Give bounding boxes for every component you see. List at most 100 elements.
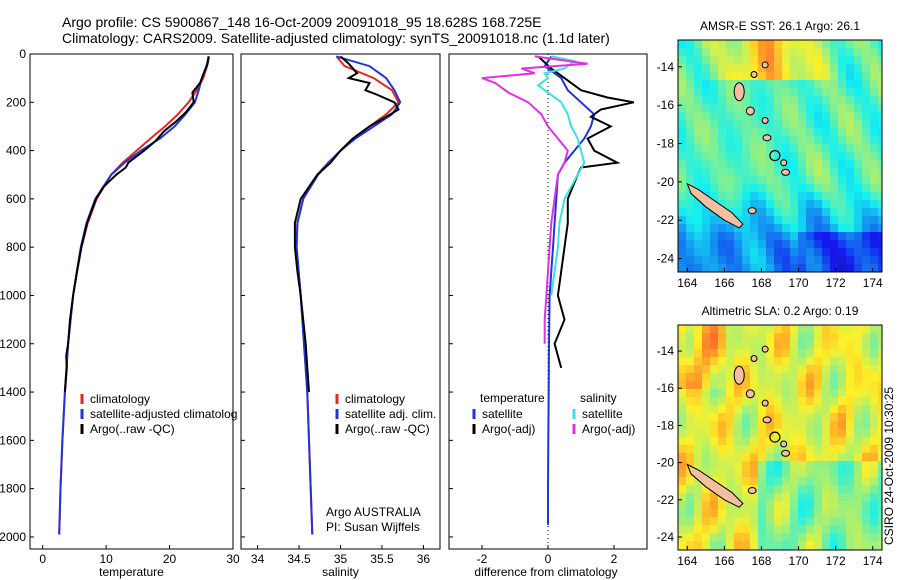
- map-cell: [830, 413, 838, 421]
- map-cell: [878, 405, 882, 413]
- map-cell: [798, 325, 806, 333]
- map-cell: [766, 40, 774, 48]
- map-cell: [718, 397, 726, 405]
- map-cell: [710, 509, 718, 517]
- map-cell: [830, 509, 838, 517]
- map-cell: [718, 184, 726, 192]
- map-y-tick-label: -16: [657, 381, 675, 395]
- map-cell: [774, 365, 782, 373]
- map-cell: [766, 437, 774, 445]
- map-cell: [822, 112, 830, 120]
- map-cell: [694, 325, 702, 333]
- map-cell: [686, 381, 694, 389]
- map-cell: [774, 216, 782, 224]
- map-cell: [710, 56, 718, 64]
- map-y-tick-label: -24: [657, 530, 675, 544]
- map-cell: [878, 72, 882, 80]
- map-cell: [758, 136, 766, 144]
- map-cell: [750, 501, 758, 509]
- map-cell: [750, 56, 758, 64]
- map-cell: [806, 445, 814, 453]
- legend-label: Argo(..raw -QC): [90, 422, 175, 436]
- map-cell: [806, 541, 814, 549]
- map-cell: [806, 256, 814, 264]
- map-cell: [822, 477, 830, 485]
- x-tick-label: 2: [611, 552, 618, 566]
- map-cell: [862, 469, 870, 477]
- map-cell: [854, 533, 862, 541]
- map-cell: [798, 96, 806, 104]
- legend-label: satellite: [582, 407, 623, 421]
- map-cell: [718, 152, 726, 160]
- map-cell: [798, 88, 806, 96]
- map-cell: [774, 357, 782, 365]
- map-cell: [862, 533, 870, 541]
- map-cell: [710, 184, 718, 192]
- series-line: [63, 56, 210, 393]
- map-cell: [758, 248, 766, 256]
- map-cell: [694, 493, 702, 501]
- map-cell: [814, 120, 822, 128]
- map-cell: [702, 232, 710, 240]
- map-cell: [854, 200, 862, 208]
- map-cell: [814, 168, 822, 176]
- map-cell: [862, 453, 870, 461]
- map-cell: [758, 501, 766, 509]
- map-cell: [798, 389, 806, 397]
- map-cell: [734, 437, 742, 445]
- map-cell: [742, 160, 750, 168]
- profile-panel-2: 34 34.5 35 35.5 36salinityclimatologysatelli…: [240, 53, 441, 579]
- map-cell: [678, 389, 686, 397]
- map-cell: [782, 453, 790, 461]
- y-tick-label: 0: [19, 47, 26, 61]
- map-cell: [686, 200, 694, 208]
- map-cell: [758, 256, 766, 264]
- map-cell: [686, 72, 694, 80]
- map-cell: [814, 128, 822, 136]
- map-cell: [734, 429, 742, 437]
- island-outline: [761, 345, 769, 353]
- map-cell: [814, 56, 822, 64]
- map-cell: [790, 413, 798, 421]
- map-cell: [862, 397, 870, 405]
- map-cell: [878, 168, 882, 176]
- map-cell: [790, 208, 798, 216]
- map-cell: [822, 192, 830, 200]
- map-cell: [862, 64, 870, 72]
- map-cell: [686, 104, 694, 112]
- map-cell: [782, 365, 790, 373]
- map-cell: [870, 264, 878, 272]
- map-cell: [734, 56, 742, 64]
- map-cell: [718, 349, 726, 357]
- map-cell: [758, 389, 766, 397]
- map-cell: [790, 168, 798, 176]
- map-cell: [870, 517, 878, 525]
- map-cell: [790, 469, 798, 477]
- map-cell: [782, 264, 790, 272]
- map-cell: [718, 256, 726, 264]
- map-cell: [734, 120, 742, 128]
- map-cell: [830, 256, 838, 264]
- island-outline: [747, 207, 757, 215]
- map-cell: [734, 517, 742, 525]
- map-cell: [870, 381, 878, 389]
- map-cell: [766, 381, 774, 389]
- map-cell: [726, 176, 734, 184]
- map-cell: [846, 525, 854, 533]
- map-cell: [878, 509, 882, 517]
- map-cell: [822, 200, 830, 208]
- x-tick-label: 30: [226, 552, 240, 566]
- map-cell: [846, 509, 854, 517]
- map-cell: [830, 517, 838, 525]
- map-cell: [822, 485, 830, 493]
- map-cell: [806, 349, 814, 357]
- map-cell: [774, 477, 782, 485]
- map-cell: [726, 381, 734, 389]
- map-cell: [878, 240, 882, 248]
- map-cell: [870, 208, 878, 216]
- map-cell: [718, 160, 726, 168]
- legend-heading: temperature: [480, 391, 545, 405]
- map-cell: [806, 501, 814, 509]
- map-cell: [718, 96, 726, 104]
- map-cell: [838, 256, 846, 264]
